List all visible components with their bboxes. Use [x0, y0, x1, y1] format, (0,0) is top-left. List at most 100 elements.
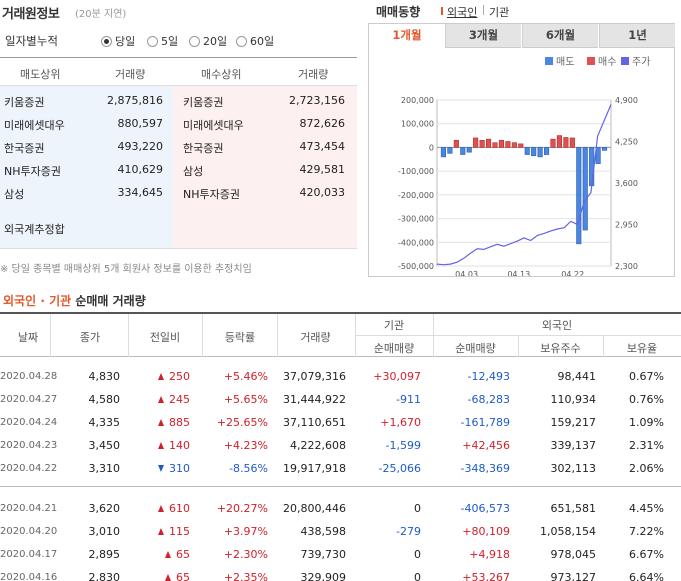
- broker-volume: 334,645: [117, 186, 164, 199]
- cell-rate: +25.65%: [216, 416, 268, 429]
- col-foreign-shares: 보유주수: [540, 342, 581, 355]
- list-item: 키움증권 2,875,816: [0, 94, 173, 114]
- broker-volume: 473,454: [299, 140, 346, 153]
- legend-label: 매도: [556, 56, 574, 68]
- list-item: 삼성 429,581: [173, 163, 357, 183]
- cell-change: 250: [158, 370, 190, 383]
- cell-rate: +5.65%: [223, 393, 268, 406]
- cell-foreign-net: +53,267: [462, 571, 510, 581]
- period-radio-60d[interactable]: 60일: [236, 33, 274, 49]
- cell-inst-net: 0: [414, 502, 421, 515]
- cell-date: 2020.04.16: [0, 572, 58, 581]
- cell-inst-net: -911: [396, 393, 421, 406]
- cell-close: 3,620: [88, 502, 121, 515]
- cell-foreign-shares: 302,113: [550, 462, 597, 475]
- cell-inst-net: -1,599: [385, 439, 421, 452]
- estimate-footnote: ※ 당일 종목별 매매상위 5개 회원사 정보를 이용한 추정치임: [0, 264, 252, 275]
- buy-bar: [453, 140, 459, 148]
- up-triangle-icon: [158, 419, 164, 426]
- cell-foreign-shares: 159,217: [550, 416, 597, 429]
- divider: [518, 336, 519, 357]
- sell-top-list: 키움증권 2,875,816 미래에셋대우 880,597 한국증권 493,2…: [0, 86, 173, 248]
- y-left-tick-label: -300,000: [398, 215, 434, 224]
- broker-volume: 2,875,816: [107, 94, 163, 107]
- cell-date: 2020.04.24: [0, 417, 58, 428]
- period-selector: 일자별누적 당일 5일 20일 60일: [0, 26, 357, 54]
- y-left-tick-label: -500,000: [398, 262, 434, 271]
- sell-bar: [576, 147, 582, 245]
- table-row: 2020.04.21 3,620 610 +20.27% 20,800,446 0 -406…: [0, 498, 681, 521]
- cell-inst-net: +1,670: [380, 416, 421, 429]
- cell-close: 2,895: [88, 548, 121, 561]
- table-row: 2020.04.16 2,830 65 +2.35% 329,909 0 +53,267 97…: [0, 567, 681, 581]
- y-left-tick-label: 0: [429, 143, 434, 152]
- cell-date: 2020.04.28: [0, 371, 58, 382]
- tab-period-6m[interactable]: 6개월: [522, 24, 598, 48]
- list-item: 한국증권 493,220: [0, 140, 173, 160]
- col-change: 전일비: [149, 331, 181, 344]
- period-radio-5d[interactable]: 5일: [147, 33, 178, 49]
- broker-volume: 420,033: [299, 186, 346, 199]
- up-triangle-icon: [158, 396, 164, 403]
- buy-volume-header: 거래량: [298, 68, 329, 81]
- divider: [0, 486, 681, 487]
- tab-period-1y[interactable]: 1년: [599, 24, 675, 48]
- cell-date: 2020.04.21: [0, 503, 58, 514]
- up-triangle-icon: [158, 373, 164, 380]
- broker-volume: 410,629: [117, 163, 164, 176]
- buy-bar: [511, 142, 517, 148]
- up-triangle-icon: [158, 528, 164, 535]
- broker-name: 키움증권: [4, 96, 45, 109]
- down-triangle-icon: [158, 465, 164, 472]
- period-label: 일자별누적: [5, 34, 58, 48]
- list-item: 한국증권 473,454: [173, 140, 357, 160]
- sell-bar: [537, 147, 543, 158]
- sell-bar: [524, 147, 530, 155]
- buy-bar: [505, 141, 511, 148]
- radio-icon[interactable]: [236, 35, 247, 47]
- buy-bar: [479, 140, 485, 148]
- cell-change: 140: [158, 439, 190, 452]
- buy-top-header: 매수상위: [201, 68, 242, 81]
- table-row: 2020.04.22 3,310 310 -8.56% 19,917,918 -25,06…: [0, 458, 681, 481]
- buy-bar: [498, 140, 504, 148]
- period-radio-20d[interactable]: 20일: [189, 33, 227, 49]
- cell-foreign-shares: 110,934: [550, 393, 597, 406]
- net-trade-title: 외국인 · 기관 순매매 거래량: [3, 294, 146, 308]
- radio-icon[interactable]: [147, 35, 158, 47]
- radio-icon[interactable]: [189, 35, 200, 47]
- cell-foreign-net: -161,789: [460, 416, 510, 429]
- cell-foreign-net: +42,456: [462, 439, 510, 452]
- broker-volume: 493,220: [117, 140, 164, 153]
- cell-date: 2020.04.27: [0, 394, 58, 405]
- broker-name: 한국증권: [183, 142, 224, 155]
- legend-swatch: [621, 57, 629, 65]
- col-group-institution: 기관: [383, 319, 405, 332]
- cell-foreign-ratio: 1.09%: [629, 416, 664, 429]
- cell-volume: 20,800,446: [283, 502, 346, 515]
- broker-volume: 872,626: [299, 117, 346, 130]
- tab-foreign[interactable]: 외국인: [440, 6, 478, 19]
- divider: [50, 314, 51, 357]
- radio-checked-icon[interactable]: [101, 35, 112, 47]
- cell-change: 115: [158, 525, 190, 538]
- cell-rate: +2.30%: [223, 548, 268, 561]
- cell-foreign-shares: 339,137: [550, 439, 597, 452]
- cell-rate: +3.97%: [223, 525, 268, 538]
- up-triangle-icon: [165, 551, 171, 558]
- buy-bar: [556, 135, 562, 148]
- cell-foreign-ratio: 6.67%: [629, 548, 664, 561]
- table-row: 2020.04.24 4,335 885 +25.65% 37,110,651 +1,67…: [0, 412, 681, 435]
- broker-name: 삼성: [4, 188, 25, 201]
- net-trade-table-header: 날짜 종가 전일비 등락률 거래량 기관 순매매량 외국인 순매매량 보유주수 …: [0, 312, 681, 357]
- y-right-tick-label: 3,600: [615, 179, 638, 188]
- period-radio-today[interactable]: 당일: [101, 33, 135, 49]
- cell-date: 2020.04.22: [0, 463, 58, 474]
- cell-volume: 19,917,918: [283, 462, 346, 475]
- cell-inst-net: +30,097: [373, 370, 421, 383]
- tab-institution[interactable]: 기관: [489, 6, 510, 19]
- buy-bar: [473, 137, 479, 148]
- tab-period-3m[interactable]: 3개월: [445, 24, 521, 48]
- tab-period-1m[interactable]: 1개월: [369, 24, 445, 48]
- y-left-tick-label: 200,000: [401, 96, 434, 105]
